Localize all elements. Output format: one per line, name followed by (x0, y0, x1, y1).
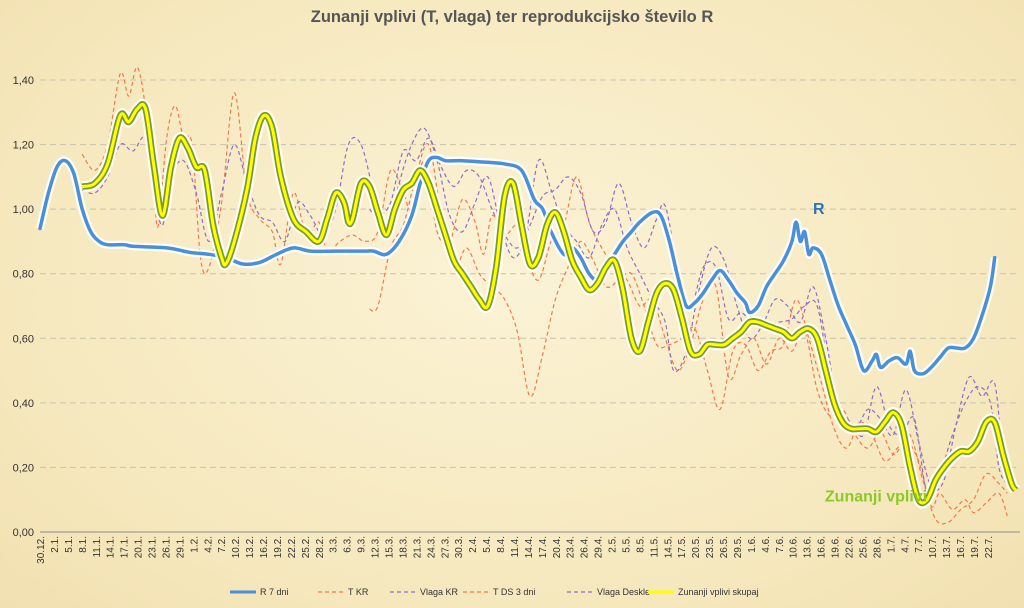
legend-label-vlaga-deskle: Vlaga Deskle (597, 587, 650, 597)
x-tick-label: 20.5. (691, 536, 702, 558)
y-tick-label: 0,60 (13, 333, 34, 345)
legend-label-r-7-dni: R 7 dni (260, 587, 289, 597)
y-tick-label: 1,00 (13, 204, 34, 216)
x-tick-label: 25.6. (858, 536, 869, 558)
x-tick-label: 26.4. (580, 536, 591, 558)
y-tick-label: 0,20 (13, 462, 34, 474)
x-tick-label: 29.1. (175, 536, 186, 558)
x-tick-label: 27.3. (440, 536, 451, 558)
x-tick-label: 3.3. (329, 536, 340, 553)
x-tick-label: 20.1. (134, 536, 145, 558)
x-tick-label: 8.4. (496, 536, 507, 553)
x-tick-label: 10.7. (928, 536, 939, 558)
x-tick-label: 25.2. (301, 536, 312, 558)
x-tick-label: 9.3. (357, 536, 368, 553)
x-tick-label: 24.3. (426, 536, 437, 558)
x-tick-label: 8.1. (78, 536, 89, 553)
x-tick-label: 21.3. (412, 536, 423, 558)
x-tick-label: 2.1. (50, 536, 61, 553)
x-tick-label: 2.5. (608, 536, 619, 553)
x-tick-label: 19.6. (831, 536, 842, 558)
x-tick-label: 11.4. (510, 536, 521, 558)
legend-label-t-ds-3-dni: T DS 3 dni (493, 587, 535, 597)
x-tick-label: 13.2. (245, 536, 256, 558)
x-tick-label: 11.1. (92, 536, 103, 558)
x-tick-label: 22.7. (984, 536, 995, 558)
x-tick-label: 17.1. (120, 536, 131, 558)
x-tick-label: 11.5. (649, 536, 660, 558)
x-tick-label: 23.4. (566, 536, 577, 558)
x-tick-label: 13.7. (942, 536, 953, 558)
x-tick-label: 26.1. (161, 536, 172, 558)
x-tick-label: 2.4. (468, 536, 479, 553)
series-vlaga-kr (81, 127, 1008, 497)
y-tick-label: 0,80 (13, 269, 34, 281)
x-tick-label: 7.2. (217, 536, 228, 553)
x-tick-label: 1.7. (886, 536, 897, 553)
x-tick-label: 23.1. (148, 536, 159, 558)
x-tick-label: 28.6. (872, 536, 883, 558)
x-tick-label: 23.5. (705, 536, 716, 558)
x-tick-label: 5.4. (482, 536, 493, 553)
x-tick-label: 14.4. (524, 536, 535, 558)
y-tick-label: 1,40 (13, 75, 34, 87)
x-tick-label: 28.2. (315, 536, 326, 558)
x-tick-label: 5.5. (621, 536, 632, 553)
x-tick-label: 18.3. (398, 536, 409, 558)
series-zunanji-vplivi-skupaj (81, 102, 1018, 505)
chart-title: Zunanji vplivi (T, vlaga) ter reprodukci… (310, 8, 714, 26)
x-tick-label: 1.6. (747, 536, 758, 553)
y-tick-label: 1,20 (13, 140, 34, 152)
series-t-kr (81, 66, 1008, 517)
y-tick-label: 0,40 (13, 398, 34, 410)
x-tick-label: 14.1. (106, 536, 117, 558)
x-tick-label: 7.7. (914, 536, 925, 553)
x-tick-label: 17.4. (538, 536, 549, 558)
y-tick-label: 0,00 (13, 527, 34, 539)
x-tick-label: 4.7. (900, 536, 911, 553)
x-tick-label: 4.2. (203, 536, 214, 553)
x-tick-label: 6.3. (343, 536, 354, 553)
x-tick-label: 16.6. (817, 536, 828, 558)
x-tick-label: 19.7. (970, 536, 981, 558)
x-tick-label: 19.2. (273, 536, 284, 558)
x-tick-label: 20.4. (552, 536, 563, 558)
x-tick-label: 4.6. (761, 536, 772, 553)
x-tick-label: 17.5. (677, 536, 688, 558)
x-tick-label: 10.2. (231, 536, 242, 558)
x-tick-label: 30.3. (454, 536, 465, 558)
x-tick-label: 29.5. (733, 536, 744, 558)
legend-label-vlaga-kr: Vlaga KR (420, 587, 459, 597)
x-tick-label: 5.1. (64, 536, 75, 553)
x-tick-label: 16.7. (956, 536, 967, 558)
x-tick-label: 26.5. (719, 536, 730, 558)
series-r-7-dni (38, 155, 997, 376)
x-tick-label: 14.5. (663, 536, 674, 558)
x-tick-label: 22.6. (845, 536, 856, 558)
legend-label-t-kr: T KR (348, 587, 369, 597)
x-tick-label: 1.2. (189, 536, 200, 553)
x-tick-label: 15.3. (384, 536, 395, 558)
x-tick-label: 22.2. (287, 536, 298, 558)
annotation-zunanji-vplivi: Zunanji vplivi (825, 488, 927, 505)
legend-label-zunanji-vplivi-skupaj: Zunanji vplivi skupaj (678, 587, 759, 597)
annotation-r: R (813, 201, 825, 218)
x-tick-label: 8.5. (635, 536, 646, 553)
x-tick-label: 12.3. (371, 536, 382, 558)
x-tick-label: 16.2. (259, 536, 270, 558)
x-tick-label: 29.4. (594, 536, 605, 558)
x-tick-label: 13.6. (803, 536, 814, 558)
x-tick-label: 30.12. (36, 536, 47, 564)
x-tick-label: 10.6. (789, 536, 800, 558)
x-tick-label: 7.6. (775, 536, 786, 553)
